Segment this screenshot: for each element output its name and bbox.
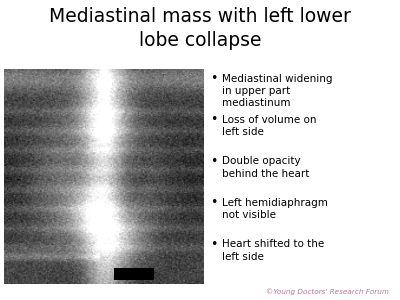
- Text: ©Young Doctors' Research Forum: ©Young Doctors' Research Forum: [266, 288, 390, 295]
- Text: Left hemidiaphragm
not visible: Left hemidiaphragm not visible: [222, 198, 328, 220]
- Text: Double opacity
behind the heart: Double opacity behind the heart: [222, 156, 309, 179]
- Text: •: •: [210, 238, 217, 250]
- Text: Heart shifted to the
left side: Heart shifted to the left side: [222, 239, 324, 262]
- Text: Mediastinal mass with left lower: Mediastinal mass with left lower: [49, 8, 351, 26]
- Text: •: •: [210, 196, 217, 209]
- Text: •: •: [210, 113, 217, 126]
- Bar: [114, 268, 154, 280]
- Text: Loss of volume on
left side: Loss of volume on left side: [222, 115, 316, 137]
- Text: lobe collapse: lobe collapse: [139, 32, 261, 50]
- Text: •: •: [210, 72, 217, 85]
- Text: Mediastinal widening
in upper part
mediastinum: Mediastinal widening in upper part media…: [222, 74, 332, 108]
- Text: •: •: [210, 155, 217, 168]
